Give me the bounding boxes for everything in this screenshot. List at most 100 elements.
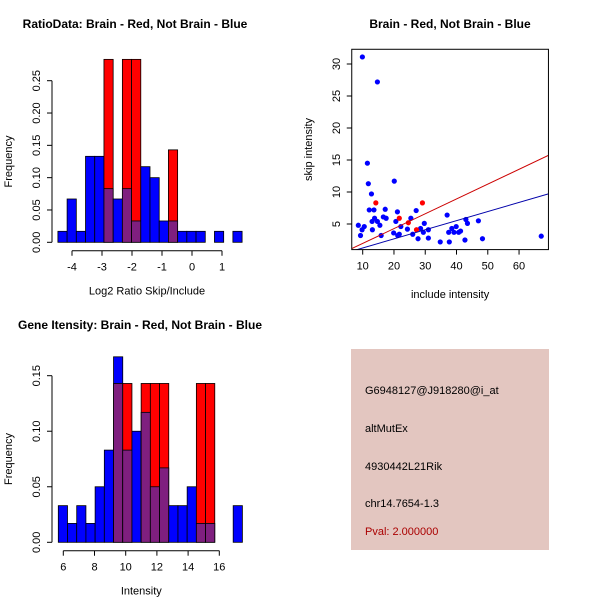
scatter-point-not-brain [413, 207, 419, 214]
scatter-point-not-brain [382, 206, 388, 212]
scatter-y-tick-label: 30 [331, 58, 343, 70]
scatter-y-tick-label: 20 [331, 122, 343, 134]
scatter-x-tick-label: 10 [357, 261, 369, 273]
scatter-point-not-brain [366, 207, 372, 213]
scatter-point-not-brain [365, 181, 371, 187]
scatter-point-not-brain [357, 232, 364, 239]
scatter-point-not-brain [479, 236, 486, 242]
scatter-point-not-brain [374, 79, 380, 85]
scatter-point-not-brain [453, 223, 459, 230]
scatter-point-not-brain [355, 222, 361, 228]
intensity-hist-bar-blue [186, 486, 197, 543]
scatter-point-not-brain [449, 225, 455, 232]
scatter-point-not-brain [451, 229, 457, 235]
intensity-hist-bar-blue [103, 449, 114, 543]
regression-line [351, 154, 549, 250]
intensity-hist-y-tick-label: 0.05 [31, 476, 43, 497]
scatter-point-not-brain [415, 236, 421, 242]
scatter-point-not-brain [359, 54, 365, 60]
pval-text: Pval: 2.000000 [365, 526, 439, 538]
ratio-hist-x-tick-label: -1 [157, 262, 167, 274]
scatter-y-tick-label: 25 [331, 90, 343, 102]
intensity-hist-bar-blue [67, 523, 78, 543]
scatter-point-not-brain [383, 215, 389, 221]
intensity-hist-bar-blue [76, 505, 87, 543]
ratio-hist-bar-blue [112, 198, 123, 243]
scatter-title: Brain - Red, Not Brain - Blue [369, 17, 531, 31]
ratio-hist-bar-blue [140, 166, 151, 243]
gene-name: 4930442L21Rik [365, 461, 443, 473]
ratio-hist-bar-blue [177, 230, 188, 243]
scatter-point-not-brain [444, 212, 450, 218]
ratio-hist-y-tick-label: 0.15 [31, 135, 43, 156]
scatter-point-not-brain [446, 229, 452, 235]
scatter-y-tick-label: 10 [331, 186, 343, 198]
ratio-hist-title: RatioData: Brain - Red, Not Brain - Blue [23, 17, 248, 31]
scatter-point-brain [419, 200, 426, 206]
scatter-point-not-brain [464, 220, 471, 226]
scatter-x-tick-label: 40 [450, 261, 462, 273]
scatter-point-brain [413, 227, 420, 233]
ratio-hist-y-tick-label: 0.10 [31, 167, 43, 188]
intensity-hist-bar-blue [94, 486, 105, 543]
scatter-plot-box [351, 48, 549, 251]
scatter-point-brain [373, 200, 379, 206]
ratio-hist-bar-overlap [121, 188, 132, 243]
scatter-point-not-brain [371, 207, 377, 213]
info-panel: G6948127@J918280@i_at altMutEx 4930442L2… [351, 349, 549, 550]
scatter-point-not-brain [457, 228, 464, 234]
intensity-hist-x-label: Intensity [121, 586, 162, 598]
probe-id: G6948127@J918280@i_at [365, 385, 499, 397]
scatter-point-not-brain [417, 225, 424, 232]
ratio-hist-bar-blue [186, 230, 197, 243]
ratio-hist-bar-blue [149, 177, 160, 243]
scatter-point-not-brain [538, 233, 544, 239]
scatter-point-not-brain [425, 235, 431, 241]
scatter-point-not-brain [421, 220, 427, 226]
intensity-hist-bar-red [195, 383, 206, 543]
ratio-hist-y-tick-label: 0.05 [31, 199, 43, 220]
event-type: altMutEx [365, 423, 408, 435]
scatter-y-tick-label: 5 [331, 221, 343, 227]
ratio-hist-bar-blue [57, 230, 68, 243]
ratio-hist-y-label: Frequency [3, 135, 15, 187]
ratio-hist-bar-blue [85, 155, 96, 243]
ratio-hist-x-tick-label: 0 [189, 262, 195, 274]
scatter-point-not-brain [437, 239, 443, 245]
intensity-hist-bar-overlap [122, 449, 133, 543]
scatter-point-not-brain [393, 218, 399, 225]
scatter-point-not-brain [391, 178, 397, 184]
intensity-hist-y-tick-label: 0.00 [31, 532, 43, 553]
intensity-hist-x-tick-label: 16 [213, 562, 225, 574]
scatter-point-not-brain [462, 237, 468, 243]
scatter-point-not-brain [396, 231, 402, 237]
scatter-point-not-brain [394, 209, 401, 215]
intensity-hist-title: Gene Itensity: Brain - Red, Not Brain - … [18, 318, 262, 332]
intensity-hist-bar-blue [57, 505, 68, 543]
ratio-hist-bar-blue [94, 155, 105, 243]
ratio-hist-bar-blue [195, 230, 206, 243]
scatter-point-not-brain [374, 218, 380, 225]
intensity-hist-bar-blue [177, 505, 188, 543]
intensity-hist-bar-red [205, 383, 216, 543]
scatter-x-tick-label: 60 [513, 261, 525, 273]
ratio-hist-bar-red [131, 58, 142, 243]
intensity-hist-y-label: Frequency [3, 433, 15, 485]
scatter-x-tick-label: 30 [419, 261, 431, 273]
scatter-point-not-brain [391, 230, 397, 236]
scatter-x-tick-label: 50 [482, 261, 494, 273]
intensity-hist-bar-overlap [140, 411, 151, 543]
ratio-hist-bar-blue [75, 230, 86, 243]
intensity-hist-x-tick-label: 14 [182, 562, 194, 574]
scatter-point-not-brain [475, 218, 481, 224]
ratio-hist-x-tick-label: -4 [67, 262, 77, 274]
intensity-hist-bar-overlap [195, 523, 206, 543]
scatter-y-label: skip intensity [303, 117, 315, 180]
scatter-point-brain [396, 215, 402, 221]
intensity-hist-y-tick-label: 0.10 [31, 421, 43, 442]
ratio-hist-bar-blue [66, 198, 77, 243]
ratio-hist-bar-blue [214, 230, 225, 243]
ratio-hist-bar-overlap [168, 220, 179, 243]
intensity-hist-bar-overlap [149, 486, 160, 543]
